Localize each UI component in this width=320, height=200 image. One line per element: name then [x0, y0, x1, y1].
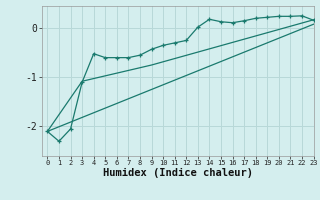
X-axis label: Humidex (Indice chaleur): Humidex (Indice chaleur)	[103, 168, 252, 178]
